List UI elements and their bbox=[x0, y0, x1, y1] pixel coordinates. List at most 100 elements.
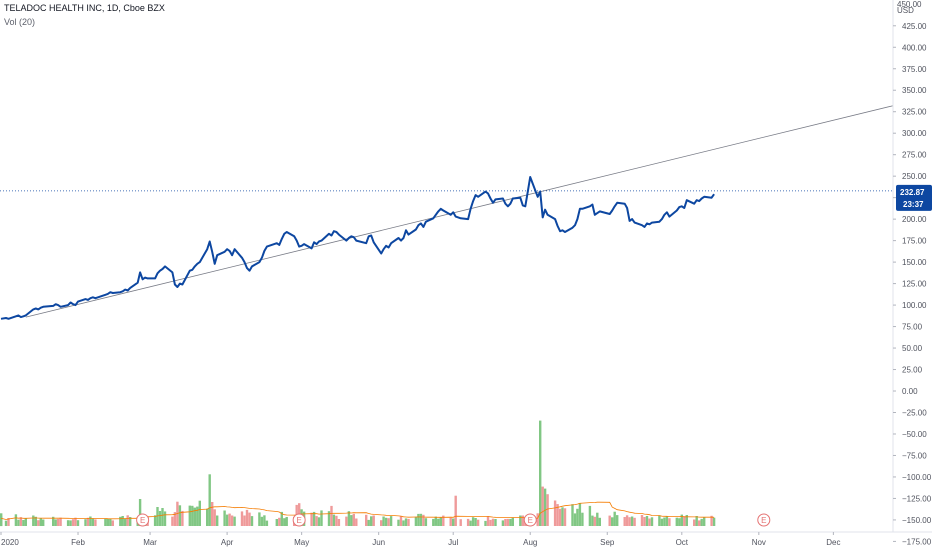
volume-bar bbox=[76, 520, 80, 526]
x-tick-label: May bbox=[294, 538, 309, 547]
volume-bar bbox=[124, 518, 127, 526]
volume-bar bbox=[598, 517, 601, 526]
volume-bar bbox=[424, 518, 428, 526]
volume-bar bbox=[663, 517, 666, 526]
x-tick-label: Feb bbox=[71, 538, 85, 547]
volume-bar bbox=[476, 519, 480, 526]
y-tick-label: 175.00 bbox=[902, 237, 927, 246]
time-axis: 2020 Feb Mar Apr May Jun Jul Aug Sep Oct Nov Dec bbox=[0, 532, 840, 547]
x-tick-label: Apr bbox=[221, 538, 234, 547]
y-tick-label: 400.00 bbox=[902, 43, 927, 52]
volume-bar bbox=[230, 515, 234, 526]
volume-bar bbox=[312, 511, 316, 526]
y-tick-label: 325.00 bbox=[902, 108, 927, 117]
earnings-marker[interactable]: E bbox=[292, 513, 306, 527]
volume-bar bbox=[7, 518, 10, 526]
volume-bar bbox=[698, 520, 701, 526]
price-tag-value: 232.87 bbox=[900, 188, 925, 197]
volume-bar bbox=[24, 518, 27, 526]
volume-bar bbox=[119, 516, 122, 526]
volume-bar bbox=[0, 513, 3, 527]
volume-bar bbox=[106, 518, 109, 526]
volume-bar bbox=[471, 517, 475, 526]
volume-bar bbox=[407, 518, 410, 526]
volume-bar bbox=[432, 518, 435, 526]
volume-bar bbox=[208, 474, 211, 526]
volume-bar bbox=[347, 511, 351, 526]
volume-bar bbox=[628, 517, 631, 526]
volume-bar bbox=[419, 513, 423, 526]
volume-bar bbox=[34, 516, 37, 526]
volume-bar bbox=[397, 519, 400, 526]
current-price-tag: 232.87 23:37 bbox=[896, 184, 932, 211]
volume-bar bbox=[198, 500, 201, 526]
volume-bar bbox=[680, 514, 683, 526]
price-line[interactable] bbox=[0, 176, 715, 320]
volume-bar bbox=[491, 518, 495, 526]
volume-bar bbox=[126, 515, 129, 526]
volume-bar bbox=[399, 516, 403, 526]
volume-bar bbox=[591, 515, 594, 526]
x-tick-label: Oct bbox=[676, 538, 689, 547]
volume-bar bbox=[138, 499, 142, 526]
volume-bar bbox=[355, 518, 358, 526]
volume-bar bbox=[643, 517, 646, 526]
volume-bar bbox=[275, 519, 278, 526]
earnings-marker[interactable]: E bbox=[523, 513, 537, 527]
volume-bar bbox=[352, 513, 355, 526]
volume-bar bbox=[563, 508, 567, 526]
y-tick-label: 125.00 bbox=[902, 280, 927, 289]
volume-bar bbox=[283, 518, 286, 526]
volume-bar bbox=[625, 515, 629, 526]
volume-bar bbox=[22, 520, 25, 526]
volume-bar bbox=[608, 515, 611, 526]
volume-bar bbox=[129, 517, 132, 526]
volume-bar bbox=[104, 518, 107, 526]
volume-indicator-label[interactable]: Vol (20) bbox=[4, 17, 36, 27]
price-tag-box bbox=[896, 184, 932, 211]
volume-bar bbox=[69, 520, 72, 526]
price-tag-countdown: 23:37 bbox=[903, 200, 924, 209]
volume-bar bbox=[556, 504, 559, 526]
volume-bar bbox=[561, 507, 564, 526]
volume-bar bbox=[285, 517, 288, 526]
volume-bar bbox=[484, 520, 487, 526]
volume-bar bbox=[216, 515, 219, 526]
y-tick-label: 0.00 bbox=[902, 387, 918, 396]
y-tick-label: 275.00 bbox=[902, 151, 927, 160]
volume-bar bbox=[84, 519, 87, 526]
volume-bar bbox=[109, 518, 112, 526]
earnings-marker[interactable]: E bbox=[757, 513, 771, 527]
volume-bar bbox=[94, 519, 97, 526]
volume-bar bbox=[248, 512, 251, 526]
volume-bar bbox=[54, 519, 57, 526]
volume-bar bbox=[611, 517, 614, 526]
y-tick-label: 50.00 bbox=[902, 344, 923, 353]
earnings-marker[interactable]: E bbox=[136, 513, 150, 527]
volume-bar bbox=[37, 520, 40, 526]
volume-bar bbox=[414, 516, 418, 526]
volume-bar bbox=[188, 505, 191, 526]
volume-bar bbox=[712, 517, 716, 526]
earnings-marker-label: E bbox=[140, 516, 145, 525]
volume-bar bbox=[648, 518, 651, 526]
y-tick-label: −100.00 bbox=[902, 473, 932, 482]
volume-bar bbox=[39, 518, 42, 526]
volume-bar bbox=[240, 511, 244, 526]
volume-bar bbox=[506, 518, 510, 526]
volume-bar bbox=[370, 516, 373, 526]
trend-line-segment[interactable] bbox=[25, 105, 894, 318]
volume-bar bbox=[710, 515, 713, 526]
volume-bar bbox=[501, 520, 505, 526]
volume-bar bbox=[260, 516, 264, 526]
x-tick-label: Dec bbox=[826, 538, 840, 547]
volume-bar bbox=[693, 519, 696, 526]
volume-bar bbox=[678, 518, 681, 526]
volume-bar bbox=[111, 520, 114, 526]
volume-bar bbox=[578, 503, 582, 526]
volume-bar bbox=[156, 507, 159, 526]
volume-bar bbox=[504, 519, 507, 526]
volume-bar bbox=[459, 519, 462, 526]
